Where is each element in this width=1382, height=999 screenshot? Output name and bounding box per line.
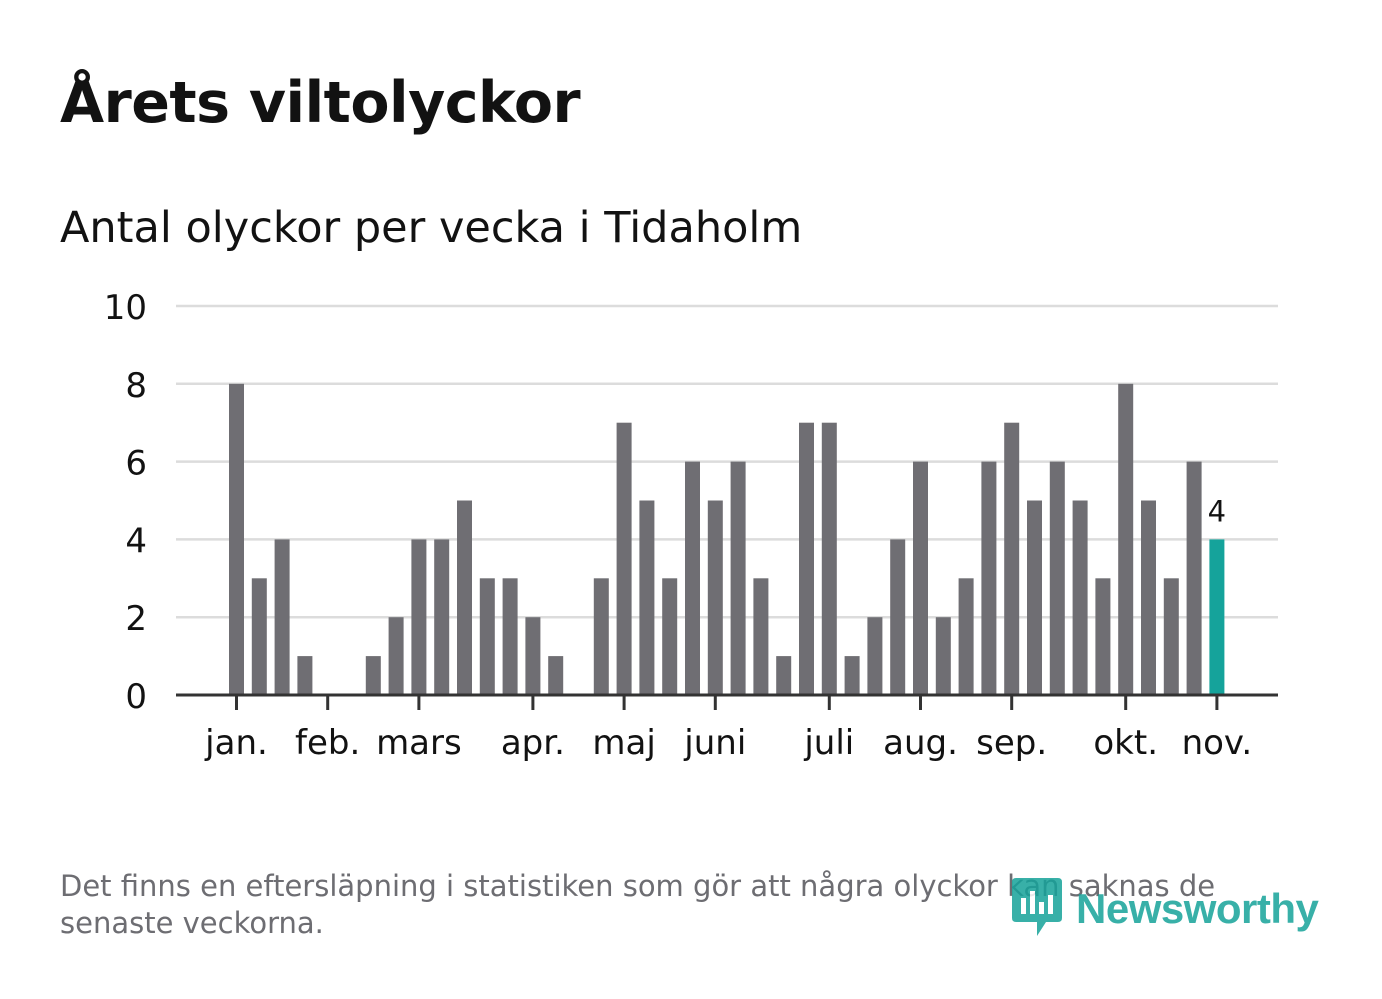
y-axis-labels: 0 2 4 6 8 10 xyxy=(104,288,147,717)
bar-chart: 0 2 4 6 8 10 jan. feb. mars apr. maj juni juli aug. s… xyxy=(104,288,1278,763)
grid-lines xyxy=(176,304,1278,619)
bar xyxy=(753,578,769,695)
bar xyxy=(411,539,427,695)
x-tick-label: nov. xyxy=(1182,723,1253,763)
x-tick-label: juni xyxy=(683,723,746,763)
y-tick-label: 2 xyxy=(125,599,147,639)
bar xyxy=(457,500,472,695)
bar xyxy=(867,617,883,695)
bar xyxy=(1141,500,1156,695)
brand-logo[interactable]: Newsworthy xyxy=(1012,878,1319,940)
x-axis xyxy=(176,693,1278,710)
footnote: Det finns en eftersläpning i statistiken… xyxy=(60,869,1216,940)
bar xyxy=(274,539,290,695)
bar xyxy=(639,500,655,695)
bar xyxy=(890,539,906,695)
bar xyxy=(1004,422,1020,695)
bar xyxy=(365,656,381,695)
highlighted-bar xyxy=(1209,539,1225,695)
annotations: 4 xyxy=(1208,494,1226,528)
bar xyxy=(1163,578,1179,695)
bar xyxy=(593,578,609,695)
x-tick-label: juli xyxy=(803,723,854,763)
brand-name: Newsworthy xyxy=(1076,885,1319,932)
bar xyxy=(616,422,632,695)
bar xyxy=(1027,500,1042,695)
y-tick-label: 8 xyxy=(125,366,147,406)
bar xyxy=(388,617,404,695)
x-tick-label: sep. xyxy=(976,723,1047,763)
bar xyxy=(502,578,518,695)
bar xyxy=(1118,383,1134,695)
y-tick-label: 6 xyxy=(125,444,147,484)
bar xyxy=(958,578,974,695)
bar xyxy=(251,578,267,695)
bars xyxy=(229,383,1225,695)
chart-subtitle: Antal olyckor per vecka i Tidaholm xyxy=(60,203,803,253)
bar xyxy=(799,422,814,695)
bar xyxy=(776,656,792,695)
bar xyxy=(981,461,997,695)
bar xyxy=(913,461,928,695)
bar xyxy=(662,578,678,695)
bar xyxy=(1072,500,1088,695)
bar xyxy=(730,461,746,695)
y-tick-label: 0 xyxy=(125,677,147,717)
highlight-value-label: 4 xyxy=(1208,494,1226,528)
x-axis-labels: jan. feb. mars apr. maj juni juli aug. sep. okt. n… xyxy=(204,723,1252,763)
x-tick-label: okt. xyxy=(1093,723,1158,763)
x-tick-label: mars xyxy=(376,723,462,763)
bar xyxy=(1095,578,1111,695)
bar xyxy=(935,617,951,695)
bar xyxy=(685,461,700,695)
bar xyxy=(707,500,723,695)
x-tick-label: maj xyxy=(592,723,655,763)
x-tick-label: apr. xyxy=(501,723,565,763)
newsworthy-logo-icon xyxy=(1012,878,1062,936)
bar xyxy=(297,656,313,695)
bar xyxy=(821,422,837,695)
bar xyxy=(1186,461,1202,695)
y-tick-label: 4 xyxy=(125,521,147,561)
bar xyxy=(525,617,541,695)
bar xyxy=(1049,461,1065,695)
x-tick-label: aug. xyxy=(883,723,958,763)
x-tick-label: feb. xyxy=(295,723,360,763)
bar xyxy=(229,383,244,695)
bar xyxy=(479,578,495,695)
x-tick-label: jan. xyxy=(204,723,268,763)
y-tick-label: 10 xyxy=(104,288,147,328)
bar xyxy=(844,656,860,695)
chart-title: Årets viltolyckor xyxy=(60,70,581,136)
bar xyxy=(548,656,564,695)
bar xyxy=(434,539,450,695)
